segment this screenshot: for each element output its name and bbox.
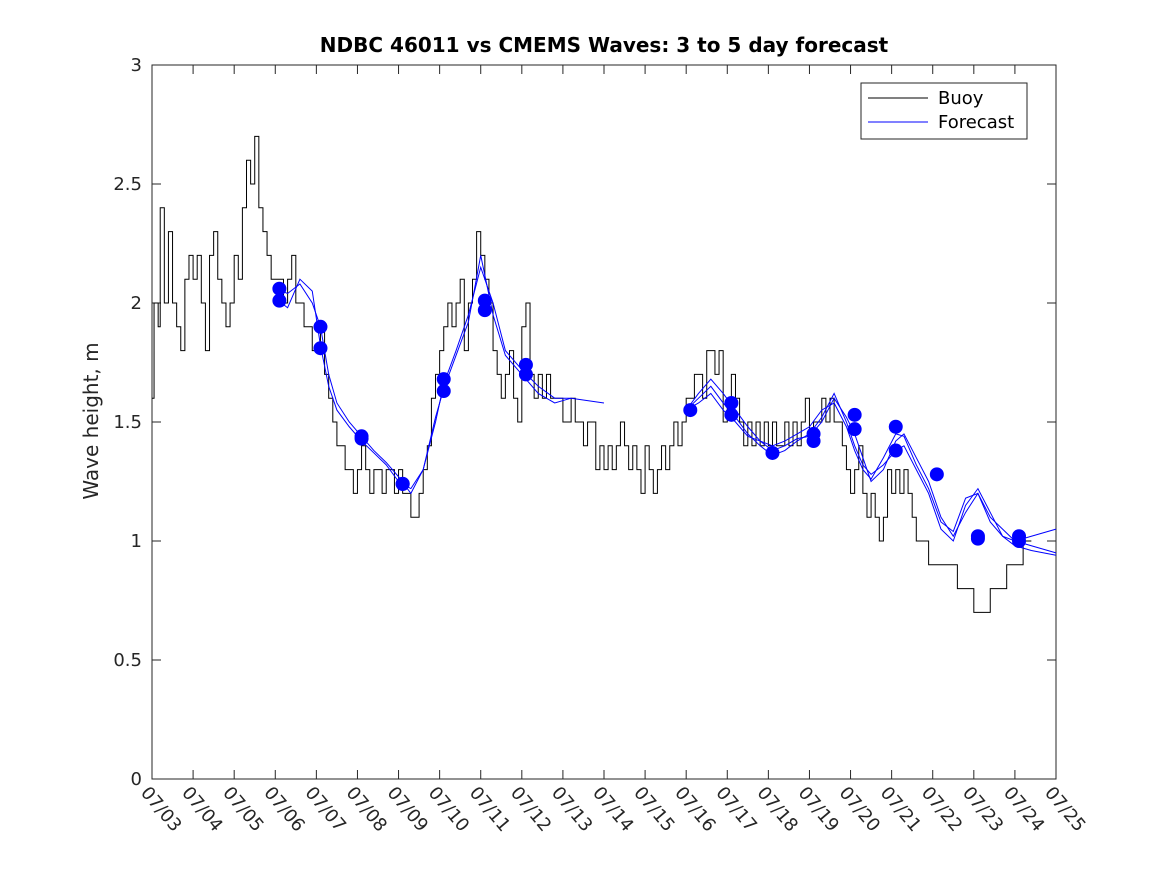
forecast-marker	[1012, 534, 1027, 548]
forecast-marker	[395, 476, 410, 491]
forecast-marker	[970, 531, 985, 546]
forecast-marker	[354, 431, 369, 446]
forecast-marker	[436, 384, 451, 399]
forecast-marker	[313, 341, 328, 356]
forecast-line	[275, 265, 605, 495]
forecast-marker	[847, 422, 862, 437]
forecast-marker	[272, 281, 287, 296]
forecast-marker	[436, 372, 451, 387]
forecast-marker	[272, 293, 287, 308]
y-tick-label: 3	[131, 55, 142, 76]
forecast-marker	[888, 419, 903, 434]
forecast-marker	[765, 445, 780, 460]
y-tick-label: 2.5	[113, 174, 142, 195]
forecast-marker	[477, 303, 492, 318]
forecast-marker	[929, 467, 944, 482]
legend-forecast-label: Forecast	[938, 112, 1014, 133]
y-tick-label: 1	[131, 531, 142, 552]
legend-box	[860, 82, 1028, 140]
forecast-line	[685, 385, 1057, 542]
y-tick-label: 2	[131, 293, 142, 314]
forecast-marker	[847, 407, 862, 422]
legend: Buoy Forecast	[860, 82, 1028, 140]
forecast-marker	[683, 403, 698, 418]
chart-title: NDBC 46011 vs CMEMS Waves: 3 to 5 day fo…	[320, 33, 889, 57]
forecast-marker	[313, 319, 328, 334]
forecast-marker	[806, 434, 821, 449]
forecast-line	[685, 392, 1057, 556]
y-axis-label: Wave height, m	[79, 342, 103, 499]
forecast-marker	[724, 407, 739, 422]
forecast-marker	[518, 367, 533, 382]
forecast-marker	[888, 443, 903, 458]
y-tick-label: 0.5	[113, 650, 142, 671]
y-tick-label: 0	[131, 769, 142, 790]
forecast-marker	[724, 395, 739, 410]
y-tick-label: 1.5	[113, 412, 142, 433]
legend-buoy-label: Buoy	[938, 88, 984, 109]
